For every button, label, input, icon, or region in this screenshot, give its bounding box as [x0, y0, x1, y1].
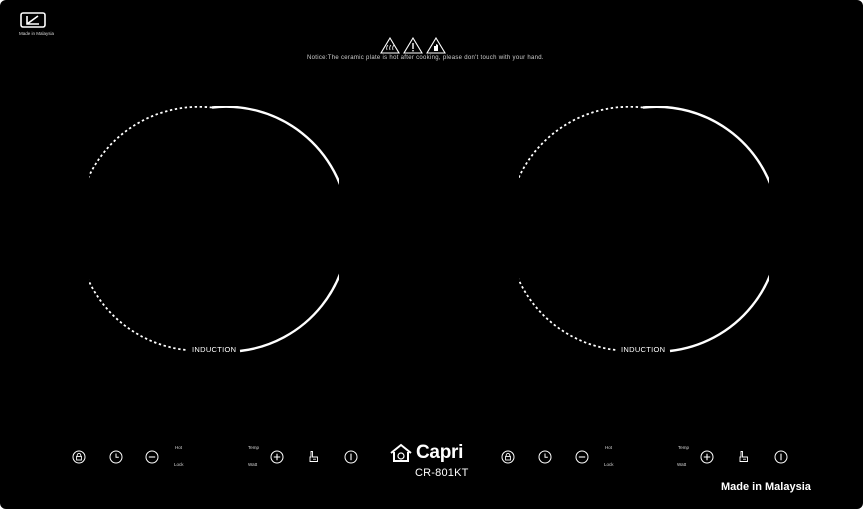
home-icon	[390, 443, 412, 462]
left-power-button[interactable]	[344, 450, 358, 464]
lock-icon	[72, 450, 86, 464]
minus-icon	[575, 450, 589, 464]
left-timer-button[interactable]	[109, 450, 123, 464]
hand-icon	[739, 451, 748, 462]
origin-logo-icon	[20, 12, 46, 28]
right-minus-button[interactable]	[575, 450, 589, 464]
left-minus-button[interactable]	[145, 450, 159, 464]
right-timer-button[interactable]	[538, 450, 552, 464]
right-function-button[interactable]	[737, 450, 751, 464]
left-watt-indicator: Watt	[248, 462, 258, 467]
right-lock-indicator: Lock	[604, 462, 614, 467]
minus-icon	[145, 450, 159, 464]
cooking-zone-right[interactable]	[519, 106, 769, 356]
power-icon	[344, 450, 358, 464]
right-temp-indicator: Temp	[678, 445, 690, 450]
safety-notice: Notice:The ceramic plate is hot after co…	[307, 55, 544, 61]
warning-icons	[380, 37, 446, 54]
left-plus-button[interactable]	[270, 450, 284, 464]
power-icon	[774, 450, 788, 464]
hand-icon	[309, 451, 318, 462]
right-lock-button[interactable]	[501, 450, 515, 464]
left-temp-indicator: Temp	[248, 445, 260, 450]
made-in-label: Made in Malaysia	[721, 481, 811, 493]
brand-logo: Capri	[389, 442, 471, 464]
lock-icon	[501, 450, 515, 464]
plus-icon	[270, 450, 284, 464]
hot-surface-warning-icon	[380, 37, 400, 54]
cooking-zone-left-label: INDUCTION	[192, 345, 237, 354]
left-function-button[interactable]	[307, 450, 321, 464]
cooking-zone-right-label: INDUCTION	[621, 345, 666, 354]
left-lock-indicator: Lock	[174, 462, 184, 467]
left-lock-button[interactable]	[72, 450, 86, 464]
right-power-button[interactable]	[774, 450, 788, 464]
caution-warning-icon	[403, 37, 423, 54]
brand-name: Capri	[416, 442, 464, 463]
right-plus-button[interactable]	[700, 450, 714, 464]
origin-logo: Made in Malaysia	[18, 12, 54, 38]
right-watt-indicator: Watt	[677, 462, 687, 467]
right-hot-indicator: Hot	[605, 445, 613, 450]
timer-icon	[109, 450, 123, 464]
plus-icon	[700, 450, 714, 464]
no-touch-warning-icon	[426, 37, 446, 54]
model-number: CR-801KT	[415, 467, 469, 479]
timer-icon	[538, 450, 552, 464]
cooking-zone-left[interactable]	[89, 106, 339, 356]
origin-logo-label: Made in Malaysia	[19, 31, 55, 36]
left-hot-indicator: Hot	[175, 445, 183, 450]
